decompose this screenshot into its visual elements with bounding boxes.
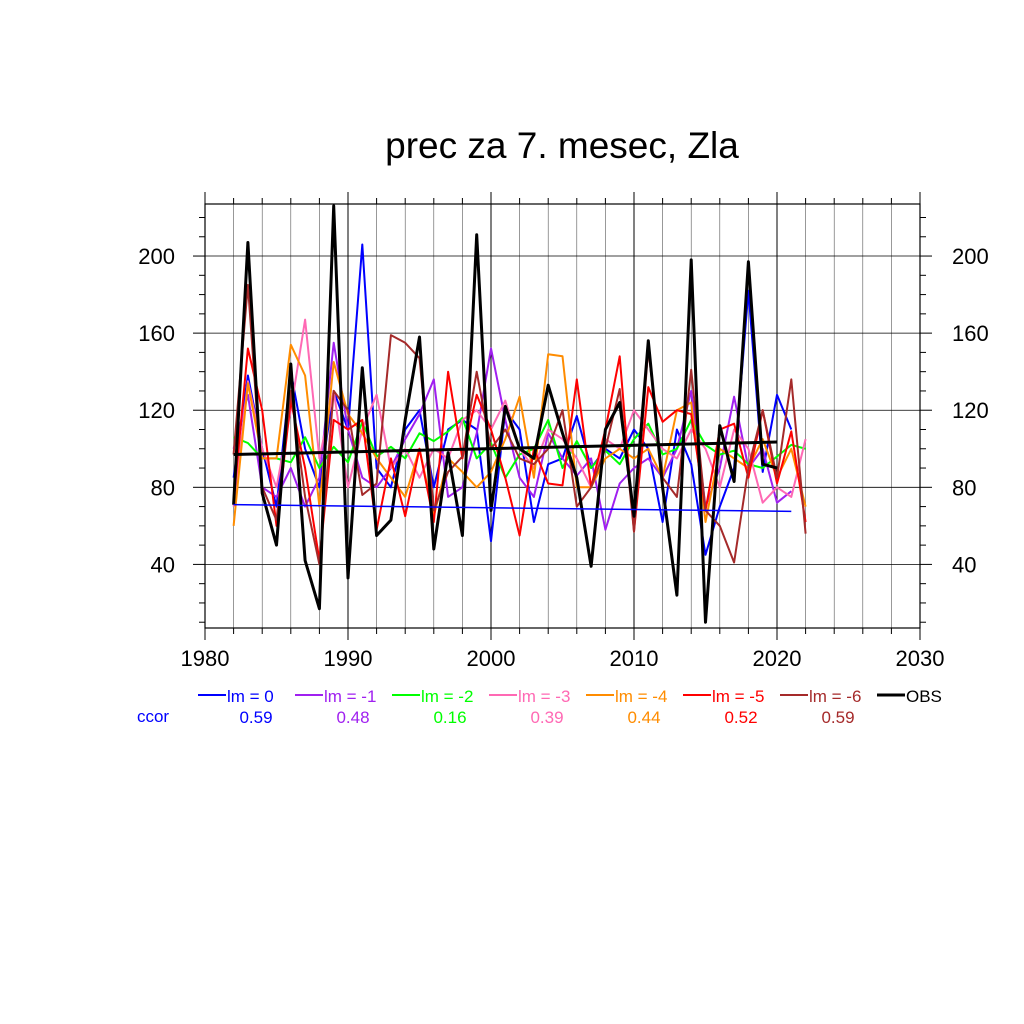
legend-ccor-3: 0.39 — [530, 708, 563, 727]
y-tick-label-right: 120 — [952, 398, 989, 423]
legend: ccor lm = 0 0.59 lm = -1 0.48 lm = -2 0.16 lm =… — [137, 687, 942, 727]
series-line-7 — [232, 204, 778, 624]
x-tick-label: 2000 — [467, 646, 516, 671]
series-lines — [232, 204, 807, 624]
series-line-4 — [232, 343, 807, 526]
x-tick-label: 2030 — [896, 646, 945, 671]
legend-label-0: lm = 0 — [227, 687, 274, 706]
y-tick-label-left: 200 — [138, 244, 175, 269]
trend-line-0 — [233, 503, 792, 513]
series-line-6 — [232, 283, 807, 566]
legend-ccor-2: 0.16 — [433, 708, 466, 727]
legend-label-3: lm = -3 — [518, 687, 570, 706]
plot-frame — [204, 203, 921, 629]
x-tick-label: 1980 — [181, 646, 230, 671]
legend-label-5: lm = -5 — [712, 687, 764, 706]
trend-line-7 — [233, 440, 778, 457]
y-tick-label-left: 80 — [151, 475, 175, 500]
legend-ccor-6: 0.59 — [821, 708, 854, 727]
y-tick-label-right: 160 — [952, 321, 989, 346]
axis-ticks: 1980 1990 2000 2010 2020 2030 40 40 80 80 120 120 16… — [138, 192, 989, 671]
y-tick-label-left: 120 — [138, 398, 175, 423]
y-tick-label-left: 160 — [138, 321, 175, 346]
legend-ccor-5: 0.52 — [724, 708, 757, 727]
chart-title: prec za 7. mesec, Zla — [385, 125, 739, 166]
x-tick-label: 2020 — [753, 646, 802, 671]
series-line-5 — [232, 347, 807, 562]
legend-label-4: lm = -4 — [615, 687, 667, 706]
y-tick-label-right: 80 — [952, 475, 976, 500]
legend-label-6: lm = -6 — [809, 687, 861, 706]
y-tick-label-left: 40 — [151, 552, 175, 577]
legend-ccor-4: 0.44 — [627, 708, 660, 727]
legend-label-1: lm = -1 — [324, 687, 376, 706]
y-tick-label-right: 40 — [952, 552, 976, 577]
x-tick-label: 2010 — [610, 646, 659, 671]
legend-label-7: OBS — [906, 687, 942, 706]
legend-label-2: lm = -2 — [421, 687, 473, 706]
plot-border — [204, 203, 921, 629]
y-tick-label-right: 200 — [952, 244, 989, 269]
x-tick-label: 1990 — [324, 646, 373, 671]
legend-ccor-1: 0.48 — [336, 708, 369, 727]
ccor-label: ccor — [137, 707, 169, 726]
legend-ccor-0: 0.59 — [239, 708, 272, 727]
